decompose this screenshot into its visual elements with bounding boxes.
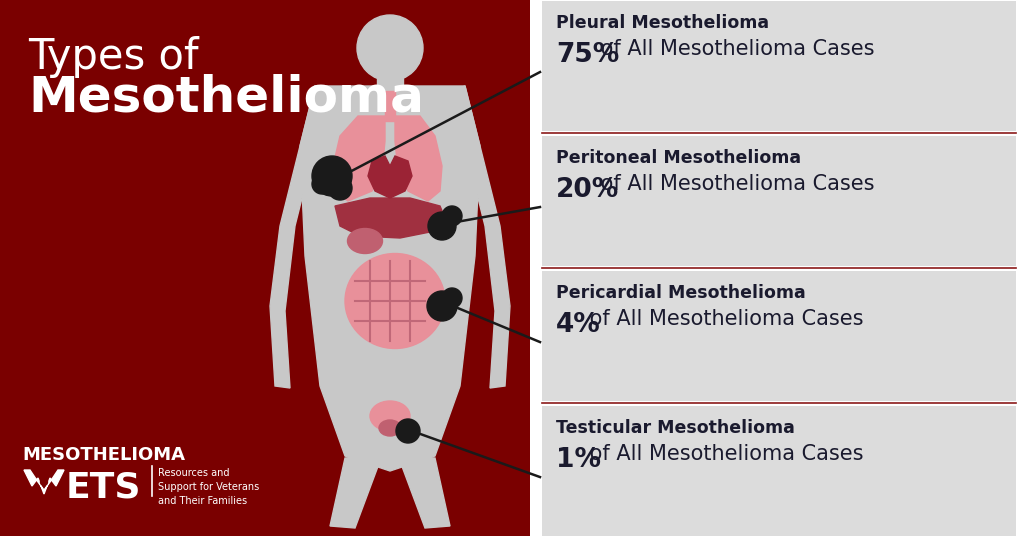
Text: 20%: 20% — [556, 177, 620, 203]
Text: of All Mesothelioma Cases: of All Mesothelioma Cases — [583, 444, 863, 464]
Ellipse shape — [345, 254, 445, 348]
Polygon shape — [330, 456, 380, 528]
Text: MESOTHELIOMA: MESOTHELIOMA — [22, 446, 185, 464]
Ellipse shape — [379, 420, 401, 436]
Text: Peritoneal Mesothelioma: Peritoneal Mesothelioma — [556, 149, 801, 167]
Text: 4%: 4% — [556, 312, 601, 338]
Bar — [542, 406, 1016, 536]
Circle shape — [442, 206, 462, 226]
Polygon shape — [333, 116, 385, 201]
Text: of All Mesothelioma Cases: of All Mesothelioma Cases — [595, 39, 874, 59]
Polygon shape — [400, 456, 450, 528]
Circle shape — [396, 419, 420, 443]
Text: Pleural Mesothelioma: Pleural Mesothelioma — [556, 14, 769, 32]
Circle shape — [41, 479, 47, 486]
Circle shape — [428, 212, 456, 240]
Ellipse shape — [370, 401, 410, 431]
Polygon shape — [395, 116, 442, 201]
Polygon shape — [450, 86, 510, 388]
Bar — [530, 0, 1024, 536]
Text: of All Mesothelioma Cases: of All Mesothelioma Cases — [583, 309, 863, 329]
Polygon shape — [270, 86, 330, 388]
Polygon shape — [300, 86, 480, 471]
Circle shape — [312, 156, 352, 196]
Circle shape — [442, 288, 462, 308]
Bar — [385, 91, 395, 121]
Circle shape — [357, 15, 423, 81]
Polygon shape — [24, 470, 63, 494]
Text: Types of: Types of — [28, 36, 199, 78]
Bar — [542, 136, 1016, 266]
Text: Mesothelioma: Mesothelioma — [28, 74, 424, 122]
Circle shape — [312, 174, 332, 194]
Bar — [542, 1, 1016, 131]
Polygon shape — [368, 156, 412, 198]
Text: ETS: ETS — [66, 470, 141, 504]
Text: Resources and
Support for Veterans
and Their Families: Resources and Support for Veterans and T… — [158, 468, 259, 506]
Text: Pericardial Mesothelioma: Pericardial Mesothelioma — [556, 284, 806, 302]
Polygon shape — [335, 198, 445, 238]
Circle shape — [328, 176, 352, 200]
Text: of All Mesothelioma Cases: of All Mesothelioma Cases — [595, 174, 874, 194]
Text: Testicular Mesothelioma: Testicular Mesothelioma — [556, 419, 795, 437]
Text: 75%: 75% — [556, 42, 620, 68]
Bar — [377, 48, 403, 86]
Ellipse shape — [347, 228, 383, 254]
Text: 1%: 1% — [556, 447, 601, 473]
Circle shape — [427, 291, 457, 321]
Bar — [542, 271, 1016, 401]
